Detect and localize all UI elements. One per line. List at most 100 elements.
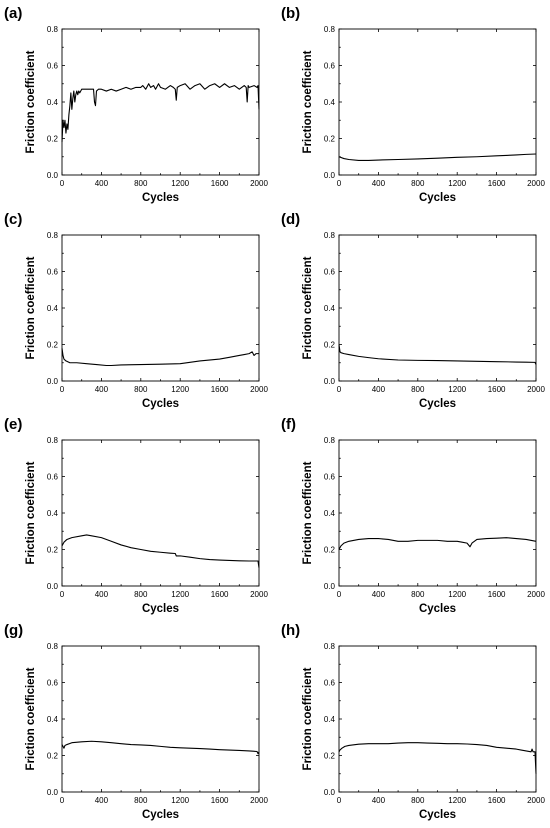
panel-label: (c): [4, 211, 22, 228]
y-tick-label: 0.0: [324, 171, 336, 180]
y-tick-label: 0.6: [47, 679, 59, 688]
y-tick-label: 0.2: [47, 546, 59, 555]
x-tick-label: 1200: [448, 796, 466, 805]
y-tick-label: 0.0: [324, 582, 336, 591]
series-line: [338, 537, 537, 550]
y-tick-label: 0.6: [47, 473, 59, 482]
x-tick-label: 1600: [211, 796, 229, 805]
x-tick-label: 1600: [211, 385, 229, 394]
plot-frame: [338, 439, 537, 587]
x-tick-label: 800: [134, 179, 148, 188]
plot-frame: [61, 439, 260, 587]
y-tick-label: 0.6: [47, 62, 59, 71]
y-axis-title: Friction coefficient: [25, 667, 37, 770]
y-tick-label: 0.4: [324, 304, 336, 313]
y-tick-label: 0.8: [324, 642, 336, 651]
y-axis-title: Friction coefficient: [302, 461, 314, 564]
y-tick-label: 0.2: [324, 341, 336, 350]
y-tick-label: 0.8: [324, 231, 336, 240]
plot-frame: [61, 28, 260, 176]
panel-label: (b): [281, 5, 300, 22]
x-tick-label: 800: [134, 796, 148, 805]
series-line: [61, 534, 260, 568]
chart-panel-c: (c) 0 400 800 1200 1600 2000 0.0 0.2 0.4 0.6 0.8 Cyc…: [4, 211, 268, 410]
x-tick-label: 2000: [250, 385, 268, 394]
y-tick-label: 0.0: [324, 377, 336, 386]
plot-frame: [61, 645, 260, 793]
y-tick-label: 0.8: [47, 642, 59, 651]
x-tick-label: 2000: [250, 590, 268, 599]
plot-frame: [338, 645, 537, 793]
x-tick-label: 1600: [211, 590, 229, 599]
x-tick-label: 400: [95, 796, 109, 805]
x-tick-label: 1200: [171, 179, 189, 188]
x-axis-title: Cycles: [142, 398, 179, 410]
y-axis-title: Friction coefficient: [302, 50, 314, 153]
x-tick-label: 1600: [488, 590, 506, 599]
y-tick-label: 0.4: [47, 715, 59, 724]
x-axis-title: Cycles: [142, 809, 179, 821]
y-tick-label: 0.4: [47, 304, 59, 313]
x-tick-label: 400: [95, 590, 109, 599]
x-tick-label: 800: [134, 590, 148, 599]
y-tick-label: 0.6: [47, 268, 59, 277]
x-tick-label: 1600: [488, 796, 506, 805]
y-tick-label: 0.8: [324, 25, 336, 34]
chart-panel-d: (d) 0 400 800 1200 1600 2000 0.0 0.2 0.4 0.6 0.8 Cyc…: [281, 211, 545, 410]
x-tick-label: 800: [411, 590, 425, 599]
chart-panel-g: (g) 0 400 800 1200 1600 2000 0.0 0.2 0.4 0.6 0.8 Cyc…: [4, 622, 268, 821]
x-tick-label: 400: [372, 385, 386, 394]
y-tick-label: 0.0: [47, 377, 59, 386]
y-axis-title: Friction coefficient: [302, 256, 314, 359]
series-line: [61, 740, 260, 755]
panel-label: (a): [4, 5, 22, 22]
x-tick-label: 400: [95, 179, 109, 188]
x-tick-label: 800: [411, 179, 425, 188]
y-axis-title: Friction coefficient: [25, 461, 37, 564]
series-line: [338, 344, 537, 365]
x-tick-label: 400: [372, 179, 386, 188]
series-line: [61, 348, 259, 367]
x-tick-label: 1600: [211, 179, 229, 188]
x-tick-label: 0: [60, 179, 65, 188]
panel-label: (g): [4, 622, 23, 639]
panel-label: (f): [281, 416, 296, 433]
series-line: [338, 153, 537, 161]
x-tick-label: 0: [337, 590, 342, 599]
y-tick-label: 0.2: [324, 546, 336, 555]
y-tick-label: 0.8: [47, 436, 59, 445]
x-tick-label: 800: [411, 385, 425, 394]
chart-panel-h: (h) 0 400 800 1200 1600 2000 0.0 0.2 0.4 0.6 0.8 Cyc…: [281, 622, 545, 821]
x-tick-label: 2000: [527, 179, 545, 188]
x-tick-label: 800: [411, 796, 425, 805]
y-tick-label: 0.6: [324, 679, 336, 688]
y-tick-label: 0.6: [324, 62, 336, 71]
y-tick-label: 0.8: [47, 25, 59, 34]
y-tick-label: 0.2: [47, 752, 59, 761]
x-tick-label: 0: [60, 796, 65, 805]
y-tick-label: 0.4: [324, 98, 336, 107]
x-tick-label: 1200: [171, 385, 189, 394]
x-tick-label: 1200: [448, 179, 466, 188]
x-tick-label: 1200: [448, 385, 466, 394]
x-tick-label: 0: [60, 385, 65, 394]
x-tick-label: 400: [95, 385, 109, 394]
x-axis-title: Cycles: [419, 603, 456, 615]
y-axis-title: Friction coefficient: [25, 50, 37, 153]
y-axis-title: Friction coefficient: [302, 667, 314, 770]
x-axis-title: Cycles: [419, 398, 456, 410]
x-tick-label: 0: [337, 796, 342, 805]
x-axis-title: Cycles: [142, 192, 179, 204]
plot-frame: [338, 234, 537, 382]
x-axis-title: Cycles: [419, 192, 456, 204]
series-line: [61, 83, 260, 143]
x-tick-label: 2000: [250, 796, 268, 805]
y-tick-label: 0.0: [47, 582, 59, 591]
y-tick-label: 0.6: [324, 473, 336, 482]
panel-label: (e): [4, 416, 22, 433]
y-tick-label: 0.2: [324, 752, 336, 761]
chart-panel-e: (e) 0 400 800 1200 1600 2000 0.0 0.2 0.4 0.6 0.8 Cyc…: [4, 416, 268, 615]
y-tick-label: 0.2: [324, 135, 336, 144]
x-tick-label: 1200: [171, 590, 189, 599]
